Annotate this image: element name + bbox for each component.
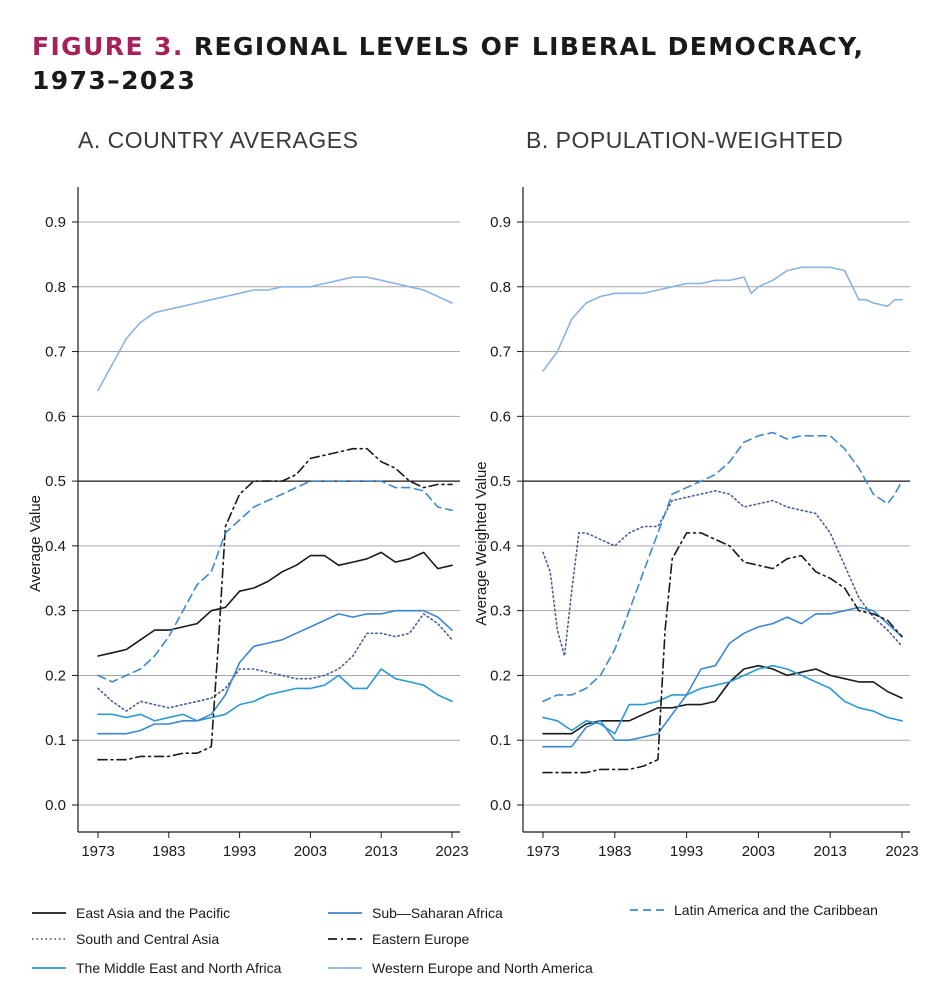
series-line-ssa	[97, 609, 453, 735]
series-line-eastern_europe	[542, 532, 903, 774]
x-tick-label: 2013	[365, 843, 398, 860]
series-line-south_asia	[542, 490, 903, 657]
y-axis-label: Average Value	[27, 495, 44, 592]
y-tick-label: 0.2	[45, 667, 66, 684]
y-tick-label: 0.5	[490, 473, 511, 490]
x-tick-label: 2023	[885, 843, 918, 860]
y-tick-label: 0.4	[490, 538, 511, 555]
y-tick-label: 0.9	[45, 214, 66, 231]
figure-title-line1: REGIONAL LEVELS OF LIBERAL DEMOCRACY,	[193, 32, 865, 61]
legend-label-mena: The Middle East and North Africa	[76, 960, 282, 976]
x-tick-label: 1983	[152, 843, 185, 860]
y-tick-label: 0.1	[45, 732, 66, 749]
panel-title: B. POPULATION-WEIGHTED	[526, 127, 843, 153]
series-line-latin_america	[97, 480, 453, 683]
panel-b: B. POPULATION-WEIGHTED 0.9 0.8 0.7 0.6 0.5 0.4…	[473, 127, 919, 860]
legend: East Asia and the Pacific South and Centr…	[32, 902, 878, 976]
y-tick-label: 0.6	[490, 408, 511, 425]
y-tick-label: 0.6	[45, 408, 66, 425]
series-line-eastern_europe	[97, 447, 453, 761]
y-tick-label: 0.8	[45, 279, 66, 296]
x-tick-label: 1983	[598, 843, 631, 860]
panel-title: A. COUNTRY AVERAGES	[78, 127, 358, 153]
panel-a: A. COUNTRY AVERAGES 0.9 0.8 0.7 0.6 0.5 0.4 0.3…	[27, 127, 469, 860]
x-tick-label: 1993	[670, 843, 703, 860]
series-line-western_europe	[542, 266, 903, 372]
y-tick-label: 0.8	[490, 279, 511, 296]
y-tick-label: 0.7	[45, 344, 66, 361]
x-tick-label: 2003	[294, 843, 327, 860]
x-tick-label: 1973	[81, 843, 114, 860]
legend-label-latin_america: Latin America and the Caribbean	[674, 902, 878, 918]
figure-title: FIGURE 3. REGIONAL LEVELS OF LIBERAL DEM…	[32, 30, 912, 98]
x-tick-label: 2003	[742, 843, 775, 860]
series-line-ssa	[542, 606, 903, 748]
figure-title-line2: 1973–2023	[32, 66, 197, 95]
series-line-south_asia	[97, 613, 453, 712]
y-tick-label: 0.3	[45, 603, 66, 620]
y-tick-label: 0.0	[45, 797, 66, 814]
y-tick-label: 0.7	[490, 344, 511, 361]
series-line-east_asia	[542, 664, 903, 735]
series-line-east_asia	[97, 551, 453, 657]
series-line-mena	[542, 664, 903, 735]
x-tick-label: 2023	[435, 843, 468, 860]
figure-label: FIGURE 3.	[32, 32, 184, 61]
y-tick-label: 0.9	[490, 214, 511, 231]
legend-label-eastern_europe: Eastern Europe	[372, 931, 469, 947]
legend-label-south_asia: South and Central Asia	[76, 931, 219, 947]
series-line-western_europe	[97, 276, 453, 392]
x-tick-label: 1973	[526, 843, 559, 860]
series-line-mena	[97, 668, 453, 722]
y-tick-label: 0.3	[490, 603, 511, 620]
y-tick-label: 0.4	[45, 538, 66, 555]
y-tick-label: 0.5	[45, 473, 66, 490]
y-axis-label: Average Weighted Value	[473, 461, 490, 625]
x-tick-label: 2013	[814, 843, 847, 860]
legend-label-ssa: Sub—Saharan Africa	[372, 905, 503, 921]
legend-label-western_europe: Western Europe and North America	[372, 960, 593, 976]
y-tick-label: 0.1	[490, 732, 511, 749]
x-tick-label: 1993	[223, 843, 256, 860]
y-tick-label: 0.2	[490, 667, 511, 684]
y-tick-label: 0.0	[490, 797, 511, 814]
legend-label-east_asia: East Asia and the Pacific	[76, 905, 230, 921]
series-line-latin_america	[542, 431, 903, 703]
